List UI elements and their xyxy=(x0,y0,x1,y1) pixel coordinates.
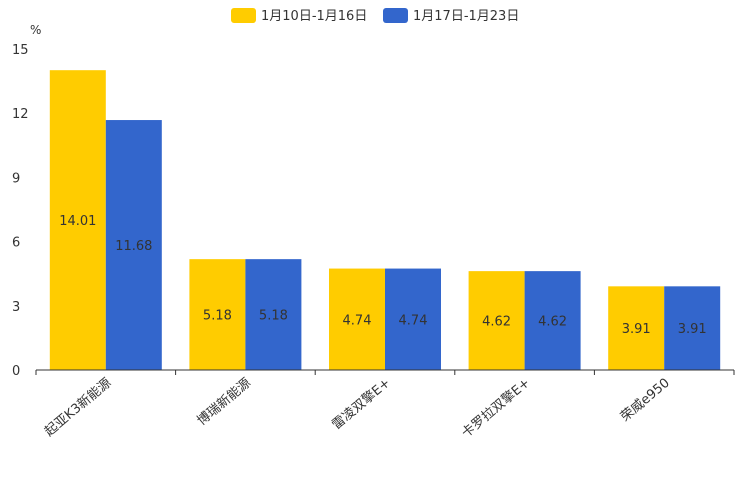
y-tick-label: 15 xyxy=(12,43,29,58)
x-tick-label: 荣威e950 xyxy=(618,376,673,425)
bar-value-label: 4.62 xyxy=(482,315,511,330)
bar xyxy=(664,286,721,370)
bar-value-label: 4.74 xyxy=(399,313,428,328)
bar xyxy=(608,286,665,370)
y-tick-label: 3 xyxy=(12,300,20,315)
bar-value-label: 3.91 xyxy=(678,322,707,337)
y-tick-label: 0 xyxy=(12,364,20,379)
legend-label: 1月17日-1月23日 xyxy=(413,9,519,24)
bar-value-label: 5.18 xyxy=(259,309,288,324)
legend-swatch xyxy=(231,8,256,23)
x-axis-ticks: 起亚K3新能源 博瑞新能源 雷凌双擎E+ 卡罗拉双擎E+ 荣威e950 xyxy=(35,370,735,442)
y-tick-label: 12 xyxy=(12,107,29,122)
legend: 1月10日-1月16日 1月17日-1月23日 xyxy=(231,8,519,24)
legend-label: 1月10日-1月16日 xyxy=(261,9,367,24)
y-axis-unit-label: % xyxy=(30,23,41,37)
x-tick-label: 卡罗拉双擎E+ xyxy=(459,376,533,442)
bar-value-label: 3.91 xyxy=(622,322,651,337)
bar-value-label: 5.18 xyxy=(203,309,232,324)
bar xyxy=(189,259,246,370)
x-tick-label: 博瑞新能源 xyxy=(194,375,254,429)
bar xyxy=(329,268,385,370)
legend-swatch xyxy=(383,8,408,23)
bars xyxy=(49,70,721,370)
y-tick-label: 9 xyxy=(12,171,20,186)
bar xyxy=(468,271,525,370)
data-labels: 14.01 11.68 5.18 5.18 4.74 4.74 4.62 4.62 3.91 3.… xyxy=(59,214,706,337)
bar xyxy=(245,259,302,370)
bar-value-label: 4.74 xyxy=(343,313,372,328)
x-tick-label: 起亚K3新能源 xyxy=(41,375,114,440)
bar-value-label: 14.01 xyxy=(59,214,96,229)
bar xyxy=(524,271,581,370)
bar-value-label: 11.68 xyxy=(115,239,152,254)
y-tick-label: 6 xyxy=(12,236,20,251)
bar xyxy=(105,120,162,370)
bar-value-label: 4.62 xyxy=(538,315,567,330)
x-tick-label: 雷凌双擎E+ xyxy=(329,376,393,433)
y-axis-ticks: 0 3 6 9 12 15 xyxy=(12,43,29,379)
bar xyxy=(385,268,441,370)
bar xyxy=(49,70,106,370)
